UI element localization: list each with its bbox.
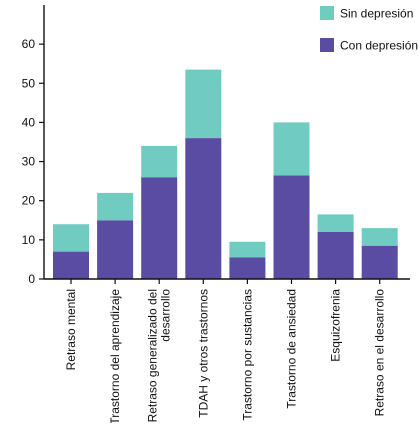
x-tick-label-retraso-en-el-desarrollo: Retraso en el desarrollo xyxy=(373,289,387,417)
y-tick-label-60: 60 xyxy=(22,37,36,51)
legend-label-con-depresion: Con depresión xyxy=(340,39,418,53)
bar-sin-depresion-trastorno-del-aprendizaje xyxy=(97,192,134,221)
x-tick-label-line: Retraso mental xyxy=(64,289,78,370)
bar-sin-depresion-retraso-en-el-desarrollo xyxy=(361,228,398,246)
x-tick-label-line: Trastorno de ansiedad xyxy=(285,289,299,409)
bar-sin-depresion-retraso-generalizado-del-desarrollo xyxy=(141,145,178,178)
x-tick-label-retraso-generalizado-del-desarrollo: Retraso generalizado del desarrollo xyxy=(146,289,173,423)
x-tick-label-line: Trastorno del aprendizaje xyxy=(108,289,122,423)
bar-sin-depresion-esquizofrenia xyxy=(317,214,354,232)
y-tick-label-0: 0 xyxy=(28,272,35,286)
bar-con-depresion-tdah-y-otros-trastornos xyxy=(185,138,222,279)
legend: Sin depresión Con depresión xyxy=(320,6,418,53)
x-tick-label-esquizofrenia: Esquizofrenia xyxy=(329,289,343,362)
legend-swatch-con-depresion xyxy=(320,38,334,52)
x-tick-label-retraso-mental: Retraso mental xyxy=(64,289,78,370)
legend-label-sin-depresion: Sin depresión xyxy=(340,7,413,21)
axes-layer xyxy=(39,5,410,284)
y-tick-label-30: 30 xyxy=(22,155,36,169)
bar-con-depresion-retraso-mental xyxy=(53,251,89,279)
x-tick-label-trastorno-del-aprendizaje: Trastorno del aprendizaje xyxy=(108,289,122,425)
bar-con-depresion-trastorno-por-sustancias xyxy=(229,257,266,279)
bar-con-depresion-trastorno-del-aprendizaje xyxy=(97,220,134,279)
x-tick-label-tdah-y-otros-trastornos: TDAH y otros trastornos xyxy=(196,289,210,418)
bar-sin-depresion-trastorno-por-sustancias xyxy=(229,241,266,258)
bar-sin-depresion-trastorno-de-ansiedad xyxy=(273,122,310,176)
x-tick-label-trastorno-de-ansiedad: Trastorno de ansiedad xyxy=(285,289,299,409)
bar-con-depresion-retraso-en-el-desarrollo xyxy=(361,245,398,279)
bar-con-depresion-trastorno-de-ansiedad xyxy=(273,175,310,279)
x-tick-label-line: Retraso en el desarrollo xyxy=(373,289,387,417)
bar-con-depresion-retraso-generalizado-del-desarrollo xyxy=(141,177,178,279)
y-tick-label-10: 10 xyxy=(22,233,36,247)
bars-layer xyxy=(53,69,398,279)
x-tick-label-line: desarrollo xyxy=(159,289,173,342)
y-tick-label-40: 40 xyxy=(22,115,36,129)
y-tick-label-20: 20 xyxy=(22,194,36,208)
labels-layer: 0 10 20 30 40 50 60 Retraso mental Trastorno del… xyxy=(22,37,387,425)
bar-con-depresion-esquizofrenia xyxy=(317,232,354,279)
x-tick-label-line: Trastorno por sustancias xyxy=(240,289,254,421)
bar-sin-depresion-tdah-y-otros-trastornos xyxy=(185,69,222,139)
x-tick-label-trastorno-por-sustancias: Trastorno por sustancias xyxy=(240,289,254,421)
bar-sin-depresion-retraso-mental xyxy=(53,224,89,252)
x-tick-label-line: Retraso generalizado del xyxy=(146,289,160,422)
y-tick-label-50: 50 xyxy=(22,76,36,90)
x-tick-label-line: TDAH y otros trastornos xyxy=(196,289,210,418)
legend-swatch-sin-depresion xyxy=(320,6,334,20)
x-tick-label-line: Esquizofrenia xyxy=(329,289,343,362)
